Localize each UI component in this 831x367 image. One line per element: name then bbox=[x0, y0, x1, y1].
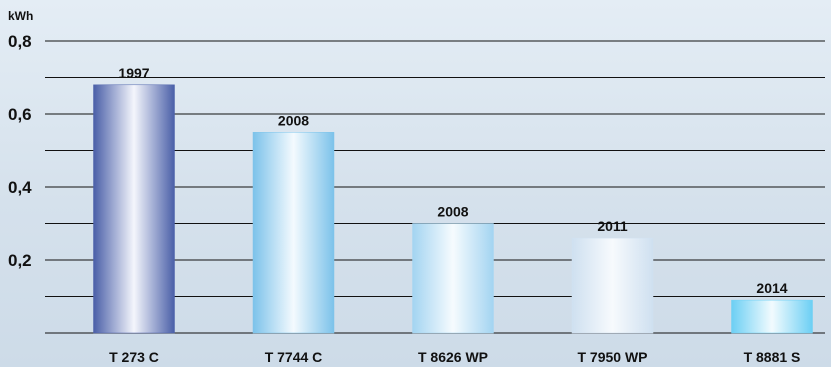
bars bbox=[93, 84, 813, 334]
bar-t-8881-s bbox=[731, 299, 813, 334]
x-tick-label: T 8626 WP bbox=[418, 349, 488, 365]
data-label: 2014 bbox=[756, 280, 787, 296]
y-tick-label: 0,6 bbox=[8, 105, 32, 124]
bar-t-7744-c bbox=[252, 132, 335, 334]
data-label: 2008 bbox=[437, 204, 468, 220]
y-axis-ticks: 0,2 0,4 0,6 0,8 bbox=[8, 32, 32, 270]
y-tick-label: 0,8 bbox=[8, 32, 32, 51]
x-tick-label: T 273 C bbox=[109, 349, 159, 365]
bar-t-7950-wp bbox=[571, 237, 654, 334]
bar-t-8626-wp bbox=[412, 223, 494, 334]
x-tick-label: T 7744 C bbox=[265, 349, 323, 365]
x-tick-label: T 8881 S bbox=[744, 349, 801, 365]
gridlines bbox=[45, 40, 825, 334]
y-tick-label: 0,4 bbox=[8, 178, 32, 197]
bar-t-273-c bbox=[93, 84, 175, 334]
y-tick-label: 0,2 bbox=[8, 251, 32, 270]
x-axis-labels: T 273 C T 7744 C T 8626 WP T 7950 WP T 8881 … bbox=[109, 349, 800, 365]
data-labels: 1997 2008 2008 2011 2014 bbox=[118, 65, 787, 296]
y-axis-unit-label: kWh bbox=[8, 9, 33, 23]
x-tick-label: T 7950 WP bbox=[577, 349, 647, 365]
data-label: 2008 bbox=[278, 112, 309, 128]
data-label: 1997 bbox=[118, 65, 149, 81]
data-label: 2011 bbox=[597, 218, 628, 234]
